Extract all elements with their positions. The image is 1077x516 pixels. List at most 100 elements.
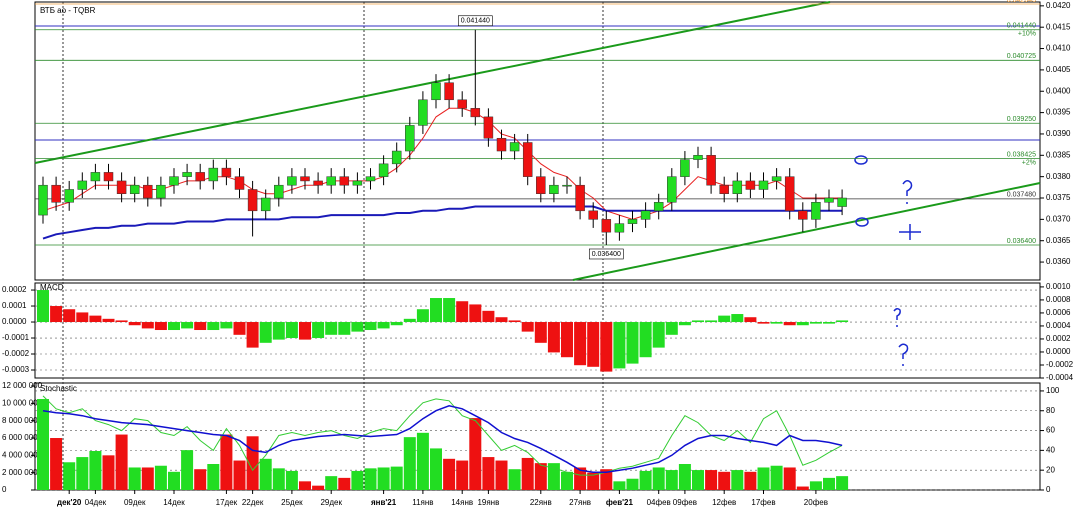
bar bbox=[430, 298, 442, 323]
bar bbox=[561, 471, 573, 490]
candle-body bbox=[680, 159, 690, 177]
bar bbox=[731, 470, 744, 490]
candle-body bbox=[562, 184, 572, 187]
candle-body bbox=[103, 172, 114, 182]
x-tick-label: 22янв bbox=[530, 498, 552, 507]
y-tick-label: 4 000 000 bbox=[2, 450, 38, 459]
y-tick-label: 0.0370 bbox=[1046, 214, 1071, 223]
candle-body bbox=[811, 202, 821, 220]
bar bbox=[600, 322, 613, 372]
y-tick-label: 0.0360 bbox=[1046, 257, 1071, 266]
y-tick-label: 2 000 000 bbox=[2, 468, 38, 477]
y-tick-label: 10 000 000 bbox=[2, 398, 43, 407]
bar bbox=[495, 317, 508, 323]
callout-label: 0.041440 bbox=[461, 18, 490, 25]
hand-drawing bbox=[854, 155, 921, 366]
candle-body bbox=[758, 180, 769, 190]
candle-body bbox=[38, 184, 48, 216]
candle-body bbox=[457, 99, 467, 109]
chart-title: ВТБ ао - TQBR bbox=[40, 6, 96, 15]
y-tick-label: 100 bbox=[1046, 386, 1060, 395]
candle-body bbox=[116, 180, 127, 194]
bar bbox=[220, 434, 233, 490]
candle-body bbox=[536, 176, 546, 194]
bar bbox=[403, 437, 416, 490]
bar bbox=[207, 464, 220, 490]
bar bbox=[836, 320, 849, 323]
candle-body bbox=[601, 219, 612, 233]
candle-body bbox=[129, 184, 140, 194]
candle-body bbox=[483, 116, 494, 139]
bar bbox=[364, 468, 377, 490]
y-tick-label: -0.0001 bbox=[2, 333, 30, 342]
bar bbox=[338, 322, 351, 335]
level-note: +10% bbox=[1018, 31, 1036, 38]
bar bbox=[377, 467, 390, 490]
x-tick-label: 04дек bbox=[85, 498, 107, 507]
bar bbox=[521, 322, 534, 332]
bar bbox=[351, 470, 364, 490]
candle-body bbox=[627, 219, 638, 224]
bar bbox=[796, 322, 809, 326]
candle-body bbox=[719, 184, 729, 194]
bar bbox=[482, 310, 495, 323]
x-tick-label: 17фев bbox=[751, 498, 775, 507]
bar bbox=[194, 322, 207, 331]
candle-body bbox=[444, 82, 454, 101]
candle-body bbox=[431, 82, 441, 101]
bar bbox=[246, 436, 259, 490]
bar bbox=[809, 481, 822, 490]
candle-body bbox=[300, 176, 310, 182]
candle-body bbox=[169, 176, 179, 186]
y-tick-label: 0.0001 bbox=[2, 301, 27, 310]
level-label: 0.040725 bbox=[1007, 53, 1036, 60]
indicator-line bbox=[42, 395, 843, 476]
bar bbox=[547, 463, 560, 490]
bar bbox=[665, 322, 678, 335]
candle-body bbox=[667, 176, 677, 203]
x-tick-label: 20фев bbox=[804, 498, 828, 507]
bar bbox=[299, 481, 311, 490]
bar bbox=[390, 466, 403, 490]
x-tick-label: 22дек bbox=[242, 498, 264, 507]
candle-body bbox=[706, 155, 716, 186]
bar bbox=[403, 318, 416, 323]
candle-body bbox=[798, 210, 808, 220]
candle-body bbox=[391, 150, 402, 165]
bar bbox=[718, 315, 731, 323]
x-tick-label: фев'21 bbox=[606, 498, 634, 507]
bar bbox=[364, 322, 377, 331]
x-tick-label: 09фев bbox=[673, 498, 697, 507]
candle-body bbox=[195, 172, 205, 182]
x-tick-label: 14янв bbox=[451, 498, 473, 507]
bar bbox=[37, 290, 49, 323]
bar bbox=[613, 322, 626, 369]
bar bbox=[430, 448, 442, 490]
bar bbox=[181, 322, 194, 329]
bar bbox=[508, 320, 521, 323]
candle-body bbox=[208, 167, 219, 182]
candle-body bbox=[260, 197, 271, 212]
bar bbox=[63, 462, 76, 490]
x-tick-label: 29дек bbox=[320, 498, 342, 507]
bar bbox=[678, 322, 691, 326]
candle-body bbox=[221, 167, 232, 177]
bar bbox=[574, 322, 587, 366]
y-tick-label: 0.0004 bbox=[1046, 321, 1071, 330]
x-tick-label: 04фев bbox=[647, 498, 671, 507]
bar bbox=[416, 309, 429, 323]
bar bbox=[76, 312, 89, 323]
candle-body bbox=[418, 99, 428, 126]
candle-body bbox=[653, 202, 664, 212]
y-tick-label: 0.0010 bbox=[1046, 282, 1071, 291]
y-tick-label: 0.0000 bbox=[2, 317, 27, 326]
drawn-question bbox=[893, 307, 901, 327]
callout-label: 0.036400 bbox=[592, 251, 621, 258]
bar bbox=[587, 322, 600, 367]
bar bbox=[259, 322, 272, 343]
candle-body bbox=[378, 163, 389, 177]
y-tick-label: 0.0390 bbox=[1046, 129, 1071, 138]
bar bbox=[115, 320, 128, 323]
y-tick-label: 80 bbox=[1046, 406, 1055, 415]
